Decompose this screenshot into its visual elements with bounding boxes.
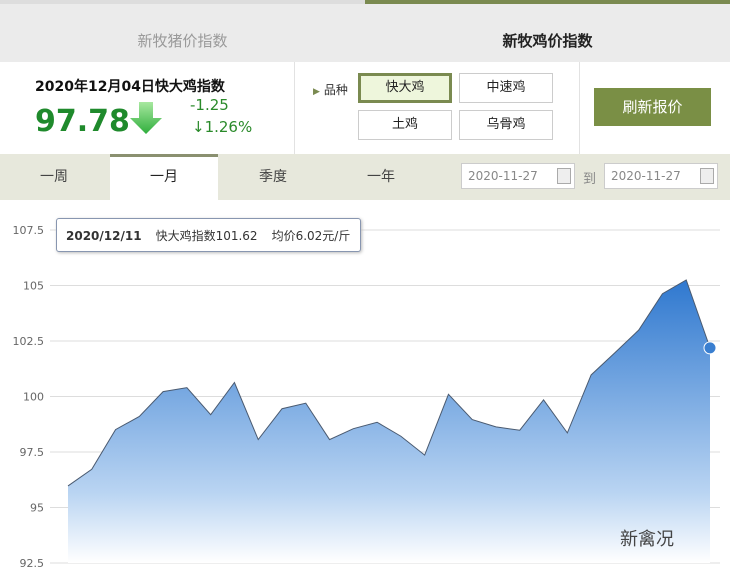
tab-week[interactable]: 一周 [40, 169, 68, 185]
tab-chicken-index[interactable]: 新牧鸡价指数 [365, 0, 730, 62]
top-tabs: 新牧猪价指数 新牧鸡价指数 [0, 0, 730, 62]
series-line [67, 279, 711, 487]
calendar-icon[interactable] [700, 168, 714, 184]
refresh-button[interactable]: 刷新报价 [594, 88, 711, 126]
y-tick-label: 92.5 [20, 557, 45, 570]
tab-month[interactable]: 一月 [110, 154, 218, 200]
breed-option-medium[interactable]: 中速鸡 [459, 73, 553, 103]
data-point[interactable] [703, 341, 717, 355]
index-summary: 2020年12月04日快大鸡指数 97.78 -1.25 ↓1.26% [0, 62, 295, 154]
y-tick-label: 95 [30, 502, 44, 515]
tab-year[interactable]: 一年 [367, 169, 395, 185]
down-arrow-icon [130, 102, 162, 134]
index-percent: ↓1.26% [192, 118, 253, 136]
breed-option-fast[interactable]: 快大鸡 [358, 73, 452, 103]
breed-selector: ▶ 品种 快大鸡 中速鸡 土鸡 乌骨鸡 [295, 62, 580, 154]
date-to-input[interactable]: 2020-11-27 [604, 163, 718, 189]
triangle-icon: ▶ [313, 87, 320, 97]
index-change: -1.25 [190, 96, 229, 114]
index-value: 97.78 [35, 104, 130, 139]
watermark: 新禽况 [620, 529, 674, 550]
y-tick-label: 105 [23, 280, 44, 293]
date-from-input[interactable]: 2020-11-27 [461, 163, 575, 189]
y-tick-label: 100 [23, 391, 44, 404]
date-to-label: 到 [583, 172, 597, 187]
index-chart: 107.5 105 102.5 100 97.5 95 92.5 [13, 224, 720, 570]
breed-option-native[interactable]: 土鸡 [358, 110, 452, 140]
chart-tooltip: 2020/12/11 快大鸡指数101.62 均价6.02元/斤 [56, 218, 361, 252]
breed-option-silkie[interactable]: 乌骨鸡 [459, 110, 553, 140]
tab-pig-index[interactable]: 新牧猪价指数 [0, 0, 365, 62]
calendar-icon[interactable] [557, 168, 571, 184]
breed-label: ▶ 品种 [313, 83, 348, 97]
y-tick-label: 97.5 [20, 446, 45, 459]
y-tick-label: 102.5 [13, 335, 45, 348]
index-title: 2020年12月04日快大鸡指数 [35, 79, 225, 95]
area-fill [68, 279, 710, 563]
y-tick-label: 107.5 [13, 224, 45, 237]
tab-quarter[interactable]: 季度 [259, 169, 287, 185]
